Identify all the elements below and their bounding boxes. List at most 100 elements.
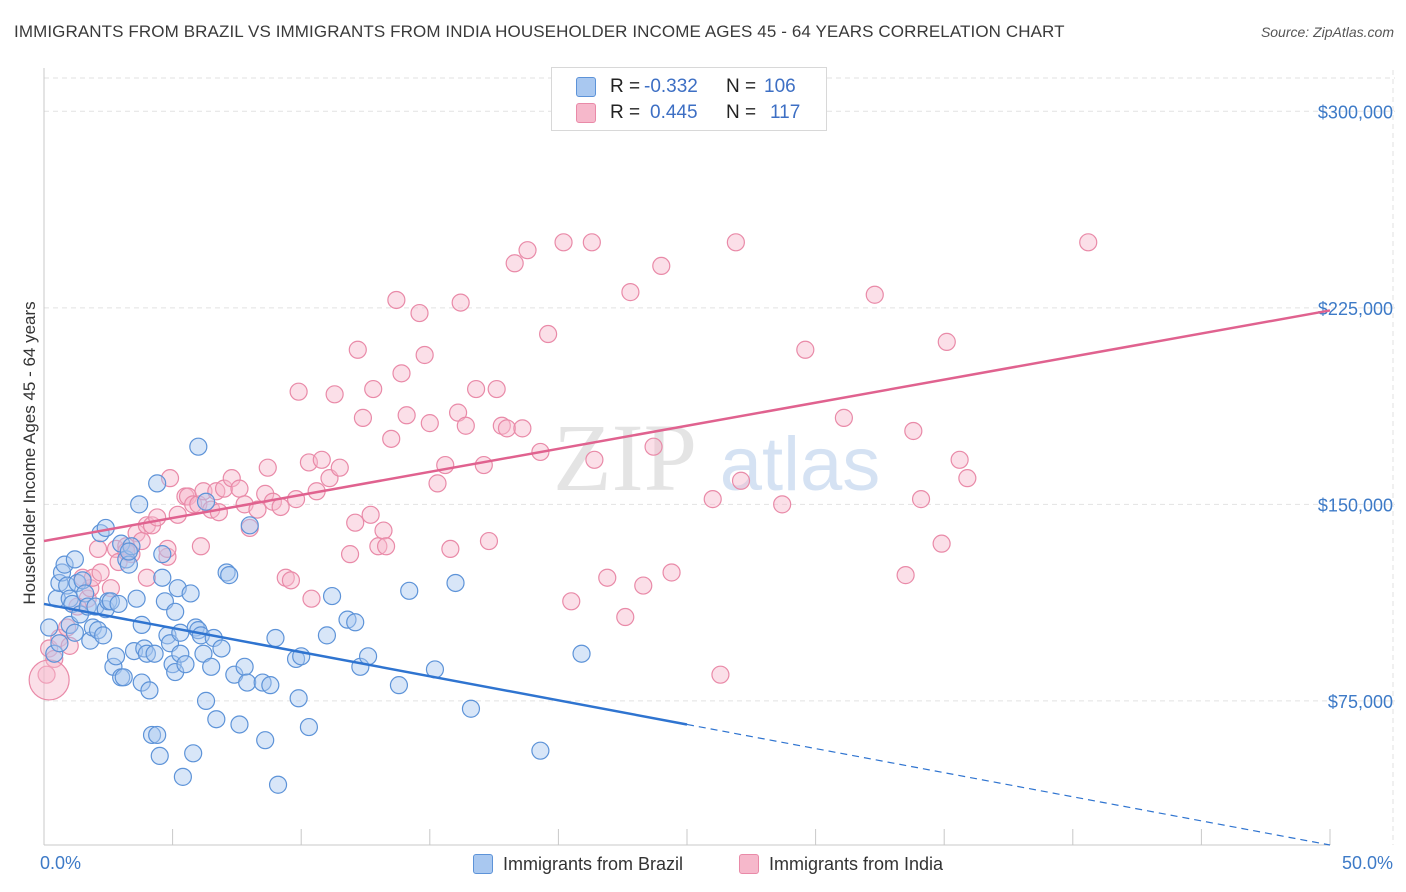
india-point: [387, 290, 406, 310]
gridlines: [44, 70, 1395, 845]
y-tick-label: $300,000: [1318, 102, 1393, 122]
india-point: [896, 566, 915, 585]
brazil-point: [184, 744, 203, 763]
brazil-trend-line: [43, 602, 688, 726]
brazil-point: [65, 623, 84, 642]
india-point: [865, 285, 884, 304]
brazil-point: [114, 668, 133, 687]
india-point: [271, 497, 290, 517]
brazil-point: [400, 581, 419, 600]
india-point: [158, 539, 177, 559]
watermark: ZIP atlas: [553, 404, 880, 511]
india-point: [598, 568, 617, 587]
india-point: [585, 450, 604, 469]
x-tick-labels: 0.0% 50.0%: [40, 853, 1393, 873]
legend-row-india: R = 0.445 N = 117: [576, 101, 800, 125]
india-point: [194, 482, 213, 501]
india-point: [474, 455, 493, 475]
brazil-point: [446, 573, 465, 593]
india-point-large: [28, 659, 70, 701]
brazil-point: [196, 691, 216, 710]
chart-title: IMMIGRANTS FROM BRAZIL VS IMMIGRANTS FRO…: [14, 22, 1065, 41]
india-swatch: [576, 103, 596, 123]
brazil-point: [109, 594, 128, 614]
india-point: [353, 408, 373, 427]
bottom-india-swatch: [739, 854, 759, 874]
india-point: [644, 437, 663, 456]
india-point: [582, 233, 601, 252]
india-n-value: 117: [770, 102, 801, 123]
brazil-point: [50, 634, 69, 653]
india-point: [796, 340, 815, 359]
y-tick-label: $225,000: [1318, 299, 1393, 319]
x-tick-label-min: 0.0%: [40, 853, 81, 873]
brazil-r-label: R =: [610, 76, 641, 97]
brazil-point: [235, 657, 254, 676]
brazil-point: [137, 644, 156, 663]
brazil-point: [150, 746, 169, 766]
india-point: [148, 508, 167, 527]
india-point: [137, 568, 156, 587]
y-tick-label: $75,000: [1328, 692, 1393, 712]
india-point: [415, 345, 434, 365]
brazil-point: [317, 626, 337, 645]
india-point: [364, 379, 383, 399]
india-point: [158, 547, 177, 566]
brazil-n-label: N =: [726, 76, 757, 97]
india-point: [276, 568, 295, 587]
india-point: [834, 408, 853, 427]
brazil-point: [196, 492, 216, 511]
brazil-point: [119, 555, 138, 574]
brazil-point: [572, 644, 591, 663]
brazil-point: [127, 589, 146, 608]
india-point: [505, 254, 524, 273]
india-point: [554, 233, 573, 252]
india-point: [312, 450, 331, 469]
india-r-value: 0.445: [650, 102, 698, 123]
india-point: [937, 332, 956, 351]
bottom-brazil-swatch: [473, 854, 493, 874]
india-point: [340, 545, 360, 564]
india-point: [302, 589, 321, 608]
brazil-point: [173, 767, 192, 786]
brazil-point: [346, 613, 365, 632]
india-point: [958, 469, 977, 488]
brazil-point: [261, 676, 280, 695]
trend-lines: [43, 309, 1331, 846]
india-point: [392, 364, 411, 383]
india-point: [539, 324, 558, 344]
india-point: [441, 539, 460, 559]
series-brazil-points: [40, 437, 591, 794]
india-point: [258, 458, 277, 477]
brazil-point: [94, 626, 113, 645]
brazil-point: [132, 615, 151, 634]
brazil-point: [132, 673, 151, 692]
india-point: [281, 571, 301, 590]
india-point: [562, 592, 581, 611]
x-tick-label-max: 50.0%: [1342, 853, 1393, 873]
india-trend-line: [43, 309, 1331, 543]
india-point: [191, 537, 210, 556]
axes: [43, 68, 1331, 846]
brazil-point: [119, 542, 138, 561]
brazil-point: [389, 676, 409, 695]
brazil-point: [65, 550, 84, 569]
brazil-point: [55, 555, 74, 574]
india-point: [374, 521, 393, 540]
india-point: [950, 450, 969, 469]
india-point: [466, 379, 486, 399]
brazil-point: [181, 584, 200, 603]
brazil-point: [153, 545, 172, 564]
watermark-atlas: atlas: [720, 422, 881, 507]
india-point: [1079, 233, 1098, 252]
source-label: Source: ZipAtlas.com: [1260, 24, 1394, 40]
india-point: [487, 379, 506, 399]
india-point: [731, 471, 751, 490]
y-tick-labels: $75,000 $150,000 $225,000 $300,000: [1318, 102, 1393, 712]
bottom-india-label: Immigrants from India: [769, 853, 944, 874]
india-point: [286, 490, 306, 509]
y-tick-label: $150,000: [1318, 495, 1393, 515]
brazil-point: [176, 655, 195, 674]
brazil-point: [322, 586, 342, 606]
india-point: [616, 607, 635, 627]
